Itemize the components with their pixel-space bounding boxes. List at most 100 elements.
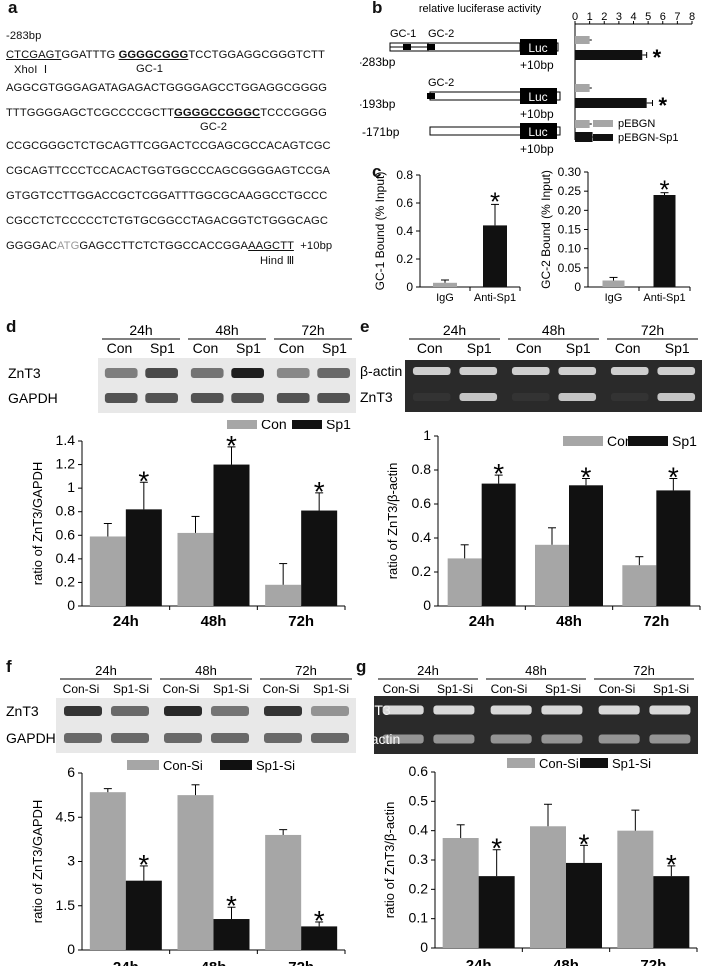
y-tick-label: 0.25 xyxy=(558,184,582,198)
x-tick-label: 48h xyxy=(201,613,227,630)
construct-label: -193bp xyxy=(360,97,396,111)
significance-star: * xyxy=(493,458,504,489)
lane-label: Sp1-Si xyxy=(653,682,689,696)
significance-star: * xyxy=(668,462,679,493)
gc1-site: GGGGCGGG xyxy=(118,49,189,61)
y-tick-label: 1.2 xyxy=(56,456,76,472)
bar-sp1 xyxy=(301,510,338,606)
band xyxy=(459,367,498,375)
band xyxy=(511,367,550,375)
bar-sp1-si xyxy=(653,876,690,948)
y-tick-label: 0.10 xyxy=(558,242,582,256)
luc-box xyxy=(520,123,557,139)
band xyxy=(649,734,691,744)
significance-star: * xyxy=(666,849,677,880)
time-label: 24h xyxy=(443,322,466,338)
xhoi-label: XhoI Ⅰ xyxy=(14,64,48,76)
legend-swatch-pebgn xyxy=(593,120,613,127)
time-label: 48h xyxy=(215,322,238,338)
start-codon: ATG xyxy=(56,240,80,252)
luc-label: Luc xyxy=(528,90,547,104)
hindiii-label: Hind Ⅲ xyxy=(260,255,295,267)
band xyxy=(317,368,350,378)
lane-label: Con-Si xyxy=(163,682,200,696)
x-tick-label: IgG xyxy=(436,292,454,304)
significance-star: * xyxy=(581,462,592,493)
lane-label: Sp1 xyxy=(665,340,690,356)
time-label: 24h xyxy=(417,663,439,678)
bar-pebgn xyxy=(575,36,590,44)
legend-label: Con-Si xyxy=(163,758,203,773)
band xyxy=(598,705,640,715)
x-tick-label: 48h xyxy=(556,613,582,630)
bar-anti-sp1 xyxy=(653,195,676,287)
gc2-label: GC-2 xyxy=(200,121,228,133)
bar-anti-sp1 xyxy=(483,225,507,287)
blot-f: 24h Con-Si Sp1-Si 48h Con-Si Sp1-Si 72h Con-Si S… xyxy=(6,660,356,755)
seq-line-3: TTTGGGGAGCTCGCCCCGCTTGGGGCCGGGCTCCCGGGG xyxy=(6,107,327,119)
blot-image xyxy=(374,696,698,754)
x-tick-label: 2 xyxy=(601,11,607,23)
seq-start-label: -283bp xyxy=(6,30,42,42)
y-tick-label: 0.8 xyxy=(396,168,413,182)
y-tick-label: 0.6 xyxy=(56,526,76,542)
lane-label: Con xyxy=(516,340,542,356)
y-tick-label: 3 xyxy=(67,853,75,869)
lane-label: Con xyxy=(417,340,443,356)
row-label: ZnT3 xyxy=(360,389,393,405)
hindiii-site: AAGCTT xyxy=(248,240,294,252)
band xyxy=(317,393,350,403)
end-label: +10bp xyxy=(520,107,554,121)
band xyxy=(190,368,224,378)
seq-frag: TCCCGGGG xyxy=(260,107,327,119)
blot-image xyxy=(405,360,702,412)
y-tick-label: 0.30 xyxy=(558,165,582,179)
y-tick-label: 0.8 xyxy=(412,461,432,477)
seq-frag: GGATTTG xyxy=(61,49,119,61)
y-tick-label: 0.6 xyxy=(409,763,429,779)
gc2-block xyxy=(427,44,435,50)
legend-label: Sp1 xyxy=(672,433,697,449)
bar-pebgn-sp1 xyxy=(575,50,643,60)
band xyxy=(111,706,149,716)
row-label: ZnT3 xyxy=(8,365,41,381)
lane-label: Sp1 xyxy=(467,340,492,356)
band xyxy=(145,368,178,378)
bar-con-si xyxy=(617,830,654,948)
significance-star: * xyxy=(226,890,237,921)
legend-swatch xyxy=(227,420,257,429)
time-label: 72h xyxy=(301,322,324,338)
band xyxy=(104,393,138,403)
y-tick-label: 1 xyxy=(423,427,431,443)
promoter-box xyxy=(429,126,561,136)
y-tick-label: 4.5 xyxy=(56,808,76,824)
y-axis-label: ratio of ZnT3/β-actin xyxy=(382,802,397,919)
band xyxy=(558,367,597,375)
lane-label: Con-Si xyxy=(63,682,100,696)
panel-d-label: d xyxy=(6,317,17,336)
x-tick-label: 72h xyxy=(288,959,314,966)
promoter-box xyxy=(389,42,521,52)
seq-frag: TCCTGGAGGCGGGTCTT xyxy=(188,49,325,61)
x-tick-label: 48h xyxy=(201,959,227,966)
band xyxy=(276,393,310,403)
f-blot-svg: 24h Con-Si Sp1-Si 48h Con-Si Sp1-Si 72h Con-Si S… xyxy=(6,663,356,753)
y-axis-label: GC-2 Bound (% Input) xyxy=(539,170,553,289)
bar-con xyxy=(177,532,214,606)
band xyxy=(164,706,202,716)
seq-line-5: CGCAGTTCCCTCCACACTGGTGGCCCAGCGGGGAGTCCGA xyxy=(6,165,331,177)
band xyxy=(111,733,149,743)
bar-sp1 xyxy=(213,464,250,606)
lane-label: Sp1-Si xyxy=(213,682,249,696)
row-label: GAPDH xyxy=(6,730,56,746)
time-label: 24h xyxy=(129,322,152,338)
legend-swatch xyxy=(292,420,322,429)
y-tick-label: 0.3 xyxy=(409,851,429,867)
y-tick-label: 0.5 xyxy=(409,792,429,808)
seq-frag: +10bp xyxy=(293,240,333,252)
time-label: 72h xyxy=(641,322,664,338)
legend-pebgn: pEBGN xyxy=(618,118,655,130)
row-label: ZnT3 xyxy=(6,703,39,719)
band xyxy=(64,706,102,716)
